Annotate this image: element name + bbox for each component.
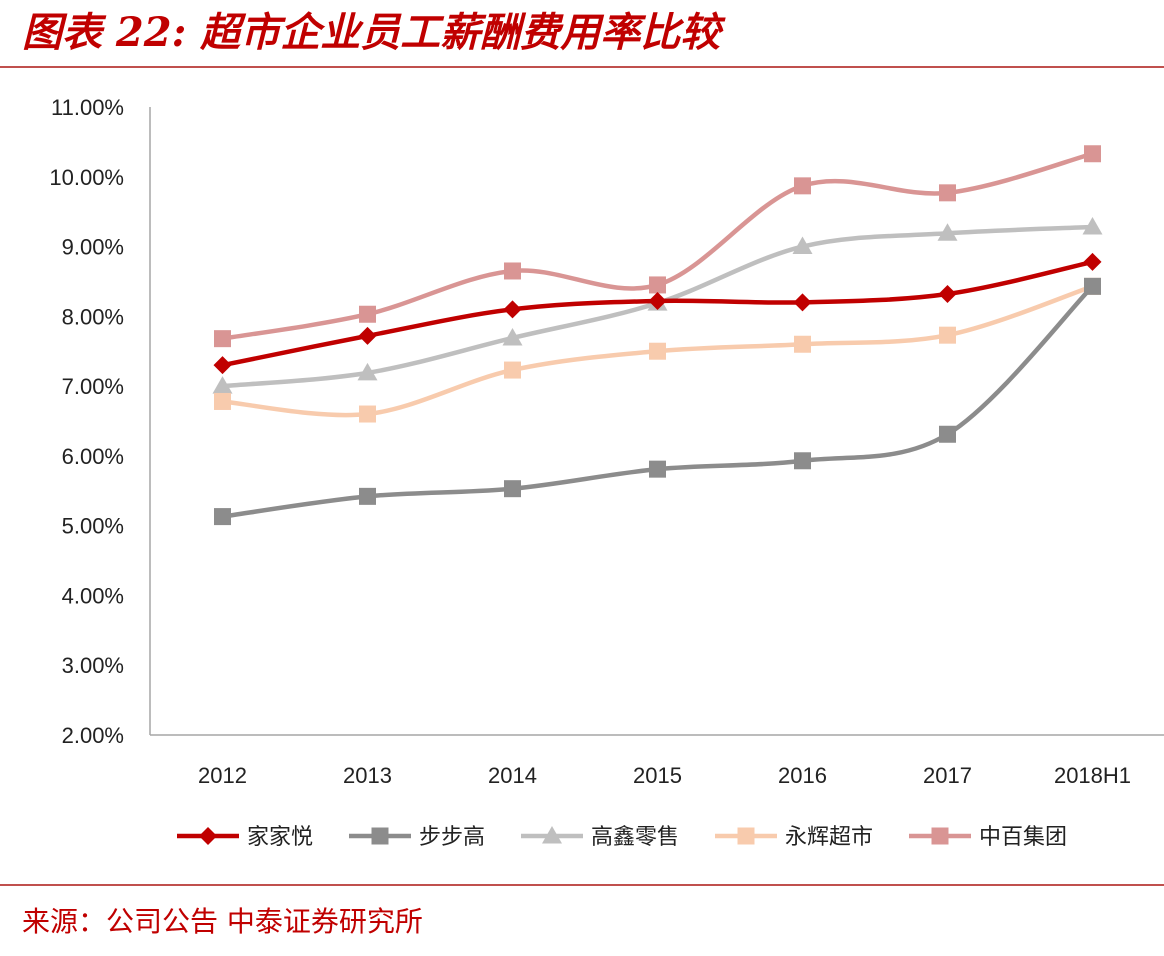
legend-swatch-marker <box>931 827 949 845</box>
data-point-3-5 <box>939 326 956 344</box>
data-point-1-2 <box>504 480 521 498</box>
data-point-1-6 <box>1084 277 1101 295</box>
data-point-0-3 <box>648 291 667 310</box>
data-point-3-2 <box>504 361 521 379</box>
data-point-3-4 <box>794 335 811 353</box>
y-tick-label: 11.00% <box>51 95 124 120</box>
y-tick-label: 6.00% <box>62 444 124 469</box>
data-point-1-0 <box>214 508 231 526</box>
y-tick-label: 10.00% <box>49 165 124 190</box>
data-point-1-1 <box>359 487 376 505</box>
legend-swatch-marker <box>542 826 562 844</box>
data-point-3-1 <box>359 405 376 423</box>
data-point-0-5 <box>938 285 957 304</box>
legend-swatch-marker <box>737 827 755 845</box>
data-point-4-4 <box>794 177 811 195</box>
data-point-4-1 <box>359 305 376 323</box>
series-layer <box>212 145 1103 526</box>
x-tick-label: 2012 <box>198 763 247 788</box>
data-point-1-5 <box>939 425 956 443</box>
data-point-2-4 <box>792 236 813 255</box>
x-tick-label: 2013 <box>343 763 392 788</box>
source-rule <box>0 884 1164 886</box>
legend: 家家悦 步步高 高鑫零售 永辉超市 中百集团 <box>177 825 1067 850</box>
data-point-1-4 <box>794 452 811 470</box>
data-point-0-6 <box>1083 252 1102 271</box>
legend-item: 永辉超市 <box>715 825 873 850</box>
data-point-4-2 <box>504 262 521 280</box>
data-point-3-3 <box>649 342 666 360</box>
x-tick-label: 2015 <box>633 763 682 788</box>
legend-label: 步步高 <box>419 825 485 850</box>
data-point-3-0 <box>214 392 231 410</box>
data-point-2-0 <box>212 376 233 394</box>
legend-label: 家家悦 <box>247 825 313 850</box>
data-point-0-0 <box>213 356 232 375</box>
y-tick-label: 5.00% <box>62 514 124 539</box>
legend-label: 中百集团 <box>979 825 1067 850</box>
y-tick-label: 9.00% <box>62 235 124 260</box>
legend-label: 永辉超市 <box>785 825 873 850</box>
y-tick-label: 3.00% <box>62 653 124 678</box>
legend-swatch-marker <box>199 827 217 845</box>
legend-item: 中百集团 <box>909 825 1067 850</box>
data-point-4-3 <box>649 276 666 294</box>
x-tick-label: 2014 <box>488 763 537 788</box>
x-tick-label: 2016 <box>778 763 827 788</box>
data-point-0-2 <box>503 300 522 319</box>
data-point-2-5 <box>937 223 958 241</box>
figure-title: 图表 22: 超市企业员工薪酬费用率比较 <box>22 9 721 56</box>
data-point-1-3 <box>649 460 666 478</box>
data-point-2-2 <box>502 327 523 346</box>
legend-item: 家家悦 <box>177 825 313 850</box>
legend-swatch-marker <box>371 827 389 845</box>
data-point-2-1 <box>357 362 378 381</box>
data-point-0-1 <box>358 326 377 345</box>
x-tick-label: 2017 <box>923 763 972 788</box>
axes: 2.00% 3.00% 4.00% 5.00% 6.00% 7.00% 8.00% 9.00%… <box>49 95 1164 788</box>
y-tick-label: 8.00% <box>62 304 124 329</box>
title-rule <box>0 66 1164 68</box>
series-line-4 <box>220 151 1095 341</box>
legend-item: 高鑫零售 <box>521 825 679 850</box>
data-point-2-6 <box>1082 217 1103 235</box>
line-chart: 2.00% 3.00% 4.00% 5.00% 6.00% 7.00% 8.00% 9.00%… <box>49 95 1164 850</box>
y-tick-label: 2.00% <box>62 723 124 748</box>
data-point-4-0 <box>214 330 231 348</box>
legend-item: 步步高 <box>349 825 485 850</box>
y-tick-label: 4.00% <box>62 583 124 608</box>
series-line-1 <box>220 284 1095 519</box>
y-tick-label: 7.00% <box>62 374 124 399</box>
source-note: 来源：公司公告 中泰证券研究所 <box>22 905 423 938</box>
legend-label: 高鑫零售 <box>591 825 679 850</box>
data-point-4-6 <box>1084 145 1101 163</box>
data-point-0-4 <box>793 293 812 312</box>
x-tick-label: 2018H1 <box>1054 763 1131 788</box>
data-point-4-5 <box>939 184 956 202</box>
